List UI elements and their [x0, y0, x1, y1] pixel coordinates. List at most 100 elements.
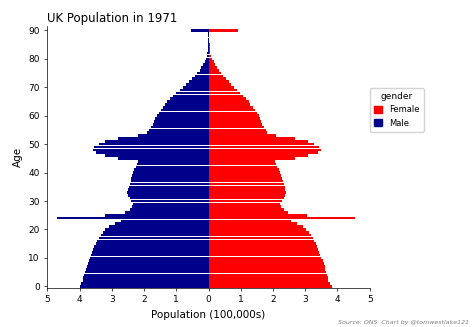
Bar	[167, 100, 209, 103]
Bar	[99, 143, 209, 146]
Bar	[121, 220, 209, 222]
Bar	[96, 151, 209, 154]
Bar	[209, 58, 212, 60]
Bar	[118, 157, 209, 160]
Bar	[209, 277, 328, 279]
Bar	[207, 52, 209, 55]
Bar	[209, 134, 276, 137]
Bar	[209, 49, 210, 52]
Bar	[200, 69, 209, 72]
Bar	[83, 277, 209, 279]
Bar	[81, 282, 209, 285]
Bar	[92, 251, 209, 253]
Bar	[192, 77, 209, 80]
Bar	[209, 148, 321, 151]
Bar	[155, 117, 209, 120]
Bar	[209, 225, 303, 228]
Bar	[129, 208, 209, 211]
Bar	[155, 120, 209, 123]
Bar	[209, 123, 262, 126]
Bar	[57, 217, 209, 219]
Bar	[209, 208, 283, 211]
Bar	[209, 240, 314, 242]
Bar	[209, 174, 282, 177]
Bar	[128, 188, 209, 191]
Bar	[137, 134, 209, 137]
Text: UK Population in 1971: UK Population in 1971	[47, 12, 178, 25]
Bar	[191, 29, 209, 32]
Bar	[209, 180, 283, 182]
Bar	[209, 72, 221, 74]
Bar	[208, 43, 209, 46]
Bar	[209, 77, 226, 80]
Bar	[209, 188, 285, 191]
Bar	[128, 191, 209, 194]
Bar	[209, 114, 258, 117]
Bar	[105, 214, 209, 216]
Bar	[91, 254, 209, 256]
Bar	[209, 126, 264, 129]
Bar	[209, 214, 307, 216]
Bar	[209, 140, 308, 143]
Bar	[209, 66, 217, 69]
Bar	[209, 83, 231, 86]
Bar	[201, 66, 209, 69]
Bar	[133, 202, 209, 205]
Bar	[209, 117, 260, 120]
Bar	[209, 112, 256, 114]
Bar	[209, 63, 215, 66]
Bar	[180, 89, 209, 92]
Bar	[209, 271, 326, 273]
Bar	[209, 222, 297, 225]
Bar	[209, 285, 332, 288]
Bar	[109, 225, 209, 228]
Bar	[209, 69, 219, 72]
Bar	[208, 49, 209, 52]
Bar	[100, 234, 209, 236]
Bar	[207, 55, 209, 57]
Bar	[209, 211, 289, 214]
Bar	[86, 268, 209, 270]
Bar	[209, 146, 319, 148]
Bar	[209, 234, 311, 236]
Bar	[103, 231, 209, 233]
Bar	[209, 274, 327, 276]
Bar	[138, 160, 209, 163]
Bar	[209, 129, 266, 131]
Bar	[84, 274, 209, 276]
Bar	[209, 248, 318, 251]
Bar	[209, 95, 243, 97]
Bar	[209, 282, 330, 285]
Bar	[125, 211, 209, 214]
Bar	[186, 83, 209, 86]
Bar	[209, 194, 285, 197]
Bar	[105, 228, 209, 231]
Bar	[209, 191, 286, 194]
Bar	[209, 80, 228, 83]
Bar	[176, 92, 209, 94]
Bar	[209, 100, 248, 103]
Bar	[195, 75, 209, 77]
Bar	[209, 60, 214, 63]
Bar	[128, 185, 209, 188]
Bar	[153, 123, 209, 126]
Bar	[132, 174, 209, 177]
Bar	[209, 163, 276, 165]
Bar	[87, 265, 209, 268]
Bar	[183, 86, 209, 89]
Bar	[83, 279, 209, 282]
Bar	[137, 163, 209, 165]
Bar	[209, 268, 325, 270]
Bar	[133, 171, 209, 174]
Bar	[115, 222, 209, 225]
Bar	[94, 146, 209, 148]
Bar	[209, 185, 284, 188]
Bar	[209, 75, 223, 77]
Bar	[209, 217, 355, 219]
Bar	[96, 242, 209, 245]
Bar	[85, 271, 209, 273]
Bar	[209, 265, 325, 268]
Bar	[209, 242, 316, 245]
Bar	[209, 231, 309, 233]
Bar	[203, 63, 209, 66]
